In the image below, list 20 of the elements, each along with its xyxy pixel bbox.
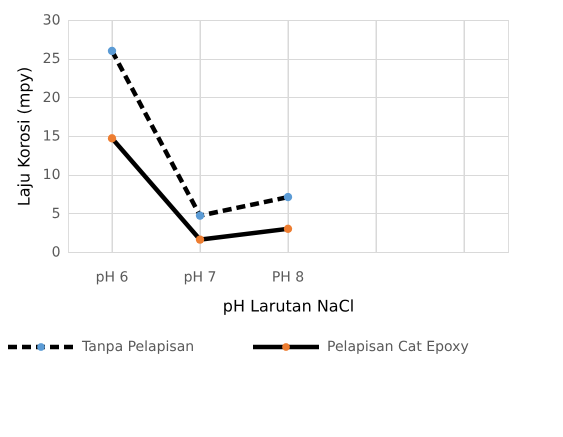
x-tick-label: PH 8	[272, 270, 304, 286]
x-tick-label: pH 7	[184, 270, 216, 286]
y-tick-label: 30	[42, 12, 60, 28]
y-tick-label: 20	[42, 90, 60, 106]
y-tick-label: 15	[42, 128, 60, 144]
point	[284, 192, 292, 202]
point	[108, 46, 116, 56]
y-tick-label: 10	[42, 167, 60, 184]
y-tick-label: 0	[52, 244, 60, 260]
point	[196, 211, 204, 220]
x-axis-title: pH Larutan NaCl	[222, 296, 354, 316]
x-tick-label: pH 6	[96, 270, 128, 286]
point	[108, 134, 116, 142]
point	[196, 235, 204, 244]
y-tick-label: 25	[42, 51, 60, 68]
legend-label: Pelapisan Cat Epoxy	[327, 339, 469, 355]
y-tick-label: 5	[52, 206, 60, 222]
legend-label: Tanpa Pelapisan	[81, 339, 194, 355]
point	[284, 224, 292, 233]
y-axis-title: Laju Korosi (mpy)	[14, 66, 34, 206]
